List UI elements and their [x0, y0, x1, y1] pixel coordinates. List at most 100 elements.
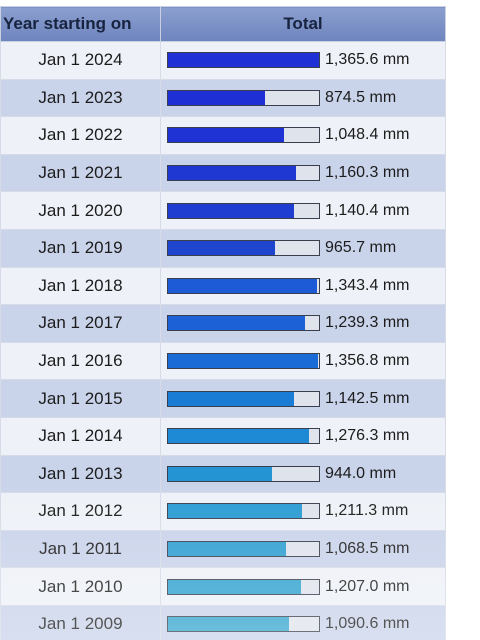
table-row: Jan 1 2021 1,160.3 mm — [0, 153, 446, 193]
bar-track — [167, 240, 320, 257]
total-cell-content: 1,211.3 mm — [161, 502, 445, 520]
bar-fill — [168, 241, 275, 256]
year-cell: Jan 1 2018 — [0, 266, 161, 306]
bar-track — [167, 202, 320, 219]
total-cell-content: 1,068.5 mm — [161, 540, 445, 558]
total-cell-content: 1,140.4 mm — [161, 202, 445, 220]
bar-fill — [168, 617, 289, 632]
bar-track — [167, 52, 320, 69]
bar-fill — [168, 429, 310, 444]
value-label: 1,090.6 mm — [325, 615, 410, 633]
table-row: Jan 1 2011 1,068.5 mm — [0, 529, 446, 569]
total-cell: 1,142.5 mm — [160, 379, 446, 418]
total-cell: 965.7 mm — [160, 228, 446, 268]
year-cell: Jan 1 2023 — [0, 78, 161, 118]
year-cell: Jan 1 2017 — [0, 304, 161, 343]
total-cell: 1,048.4 mm — [160, 116, 446, 155]
bar-track — [167, 165, 320, 182]
total-cell: 1,068.5 mm — [160, 529, 446, 569]
total-cell-content: 1,207.0 mm — [161, 578, 445, 596]
value-label: 1,356.8 mm — [325, 352, 410, 370]
total-cell: 1,343.4 mm — [160, 266, 446, 306]
total-cell-content: 1,239.3 mm — [161, 314, 445, 332]
total-cell: 1,365.6 mm — [160, 41, 446, 80]
year-cell: Jan 1 2013 — [0, 454, 161, 494]
bar-track — [167, 89, 320, 106]
table-row: Jan 1 2022 1,048.4 mm — [0, 116, 446, 155]
bar-fill — [168, 128, 284, 143]
bar-track — [167, 353, 320, 370]
bar-fill — [168, 90, 265, 105]
bar-track — [167, 390, 320, 407]
year-cell: Jan 1 2024 — [0, 41, 161, 80]
bar-track — [167, 465, 320, 482]
bar-fill — [168, 466, 273, 481]
total-cell-content: 1,343.4 mm — [161, 277, 445, 295]
year-cell: Jan 1 2020 — [0, 191, 161, 230]
bar-track — [167, 541, 320, 558]
bar-fill — [168, 579, 302, 594]
total-cell: 944.0 mm — [160, 454, 446, 494]
yearly-totals-table: Year starting on Total Jan 1 2024 1,365.6… — [0, 6, 446, 640]
year-cell: Jan 1 2009 — [0, 604, 161, 640]
bar-fill — [168, 391, 295, 406]
table-row: Jan 1 2015 1,142.5 mm — [0, 379, 446, 418]
table-row: Jan 1 2012 1,211.3 mm — [0, 492, 446, 531]
total-cell-content: 944.0 mm — [161, 465, 445, 483]
year-cell: Jan 1 2011 — [0, 529, 161, 569]
total-cell: 1,090.6 mm — [160, 604, 446, 640]
total-cell: 1,140.4 mm — [160, 191, 446, 230]
table-row: Jan 1 2024 1,365.6 mm — [0, 41, 446, 80]
bar-fill — [168, 278, 317, 293]
column-header-total[interactable]: Total — [160, 6, 446, 42]
total-cell: 1,160.3 mm — [160, 153, 446, 193]
total-cell-content: 1,142.5 mm — [161, 390, 445, 408]
value-label: 1,140.4 mm — [325, 201, 410, 219]
value-label: 1,343.4 mm — [325, 276, 410, 294]
table-header-row: Year starting on Total — [0, 6, 446, 42]
table-body: Jan 1 2024 1,365.6 mm Jan 1 2023 874.5 mm Ja… — [0, 41, 446, 640]
bar-track — [167, 616, 320, 633]
total-cell-content: 1,276.3 mm — [161, 427, 445, 445]
table-row: Jan 1 2017 1,239.3 mm — [0, 304, 446, 343]
year-cell: Jan 1 2022 — [0, 116, 161, 155]
bar-fill — [168, 504, 302, 519]
total-cell-content: 1,365.6 mm — [161, 51, 445, 69]
total-cell: 1,207.0 mm — [160, 567, 446, 606]
table-row: Jan 1 2019 965.7 mm — [0, 228, 446, 268]
year-cell: Jan 1 2016 — [0, 341, 161, 381]
value-label: 1,365.6 mm — [325, 51, 410, 69]
total-cell-content: 1,048.4 mm — [161, 126, 445, 144]
total-cell-content: 1,356.8 mm — [161, 352, 445, 370]
value-label: 1,211.3 mm — [325, 502, 409, 520]
year-cell: Jan 1 2012 — [0, 492, 161, 531]
total-cell-content: 1,160.3 mm — [161, 164, 445, 182]
value-label: 965.7 mm — [325, 239, 397, 257]
bar-fill — [168, 354, 319, 369]
year-cell: Jan 1 2015 — [0, 379, 161, 418]
bar-track — [167, 578, 320, 595]
value-label: 1,048.4 mm — [325, 126, 410, 144]
bar-track — [167, 277, 320, 294]
table-row: Jan 1 2020 1,140.4 mm — [0, 191, 446, 230]
total-cell: 1,356.8 mm — [160, 341, 446, 381]
bar-track — [167, 428, 320, 445]
value-label: 1,239.3 mm — [325, 314, 410, 332]
year-cell: Jan 1 2014 — [0, 416, 161, 456]
table-row: Jan 1 2009 1,090.6 mm — [0, 604, 446, 640]
total-cell: 1,211.3 mm — [160, 492, 446, 531]
value-label: 1,142.5 mm — [325, 389, 410, 407]
bar-fill — [168, 203, 295, 218]
total-cell: 1,239.3 mm — [160, 304, 446, 343]
value-label: 874.5 mm — [325, 88, 397, 106]
total-cell-content: 874.5 mm — [161, 89, 445, 107]
bar-fill — [168, 166, 297, 181]
table-row: Jan 1 2023 874.5 mm — [0, 78, 446, 118]
total-cell-content: 965.7 mm — [161, 239, 445, 257]
total-cell: 874.5 mm — [160, 78, 446, 118]
table-row: Jan 1 2014 1,276.3 mm — [0, 416, 446, 456]
total-cell-content: 1,090.6 mm — [161, 615, 445, 633]
year-cell: Jan 1 2019 — [0, 228, 161, 268]
column-header-year[interactable]: Year starting on — [0, 6, 161, 42]
